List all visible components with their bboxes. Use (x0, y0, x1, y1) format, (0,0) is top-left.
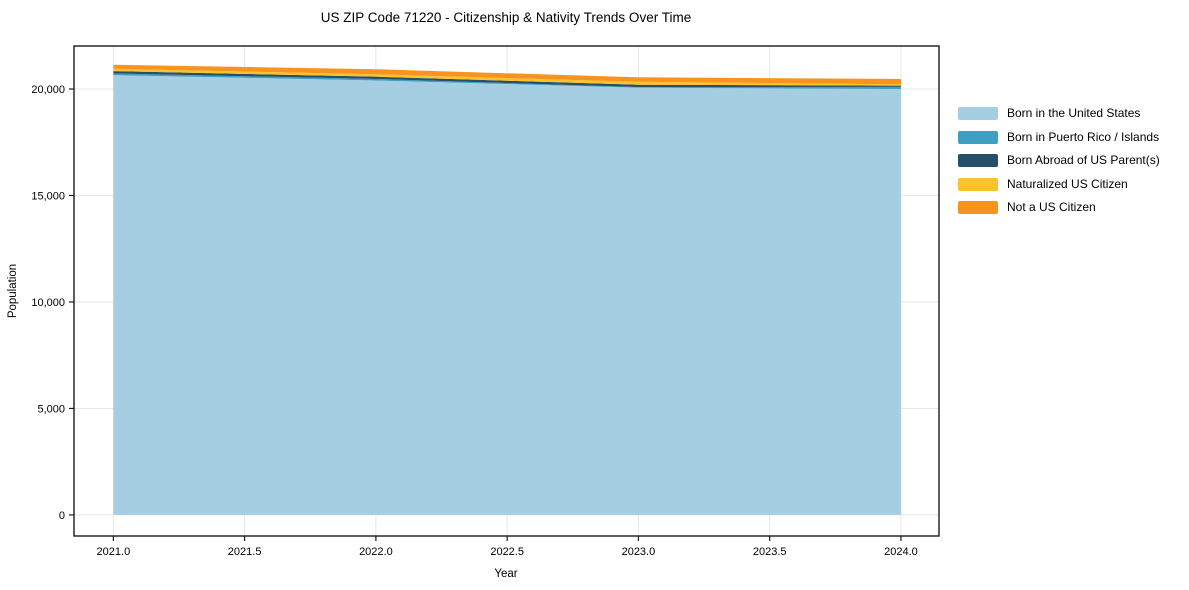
legend-label: Naturalized US Citizen (1007, 176, 1128, 191)
x-tick-label: 2024.0 (884, 546, 918, 558)
legend-label: Born in Puerto Rico / Islands (1007, 129, 1160, 144)
x-tick-label: 2022.5 (490, 546, 524, 558)
legend-label: Born in the United States (1007, 106, 1141, 120)
legend-label: Not a US Citizen (1007, 200, 1096, 214)
legend-label: Born Abroad of US Parent(s) (1007, 153, 1160, 167)
area-naturalized-us-citizen (113, 68, 901, 86)
legend-swatch-born-us (958, 107, 998, 120)
legend-item-naturalized: Naturalized US Citizen (958, 176, 1160, 191)
area-born-in-the-united-states (113, 75, 901, 515)
legend-swatch-born-pr (958, 130, 998, 144)
legend-swatch-not-citizen (958, 201, 998, 214)
x-tick-label: 2023.5 (753, 546, 787, 558)
y-tick-label: 20,000 (31, 84, 65, 96)
legend-item-born-us: Born in the United States (958, 107, 1160, 120)
y-tick-label: 0 (59, 510, 65, 522)
x-tick-label: 2021.5 (228, 546, 262, 558)
x-tick-label: 2023.0 (622, 546, 656, 558)
y-tick-label: 10,000 (31, 297, 65, 309)
legend: Born in the United States Born in Puerto… (958, 107, 1160, 214)
legend-item-born-pr: Born in Puerto Rico / Islands (958, 129, 1160, 144)
y-axis-label: Population (7, 264, 19, 318)
legend-swatch-naturalized (958, 177, 998, 191)
axes: 2021.0 2021.5 2022.0 2022.5 2023.0 2023.5 2024… (31, 45, 940, 558)
x-tick-label: 2021.0 (97, 546, 131, 558)
area-not-a-us-citizen (113, 64, 901, 85)
y-tick-label: 15,000 (31, 190, 65, 202)
x-tick-label: 2022.0 (359, 546, 393, 558)
area-born-abroad-of-us-parent-s- (113, 71, 901, 88)
stacked-areas (113, 64, 901, 515)
plot-border (73, 45, 940, 537)
x-axis-label: Year (494, 568, 517, 580)
y-tick-label: 5,000 (37, 403, 65, 415)
chart-title: US ZIP Code 71220 - Citizenship & Nativi… (321, 10, 691, 25)
legend-item-not-citizen: Not a US Citizen (958, 201, 1160, 214)
legend-item-born-abroad: Born Abroad of US Parent(s) (958, 154, 1160, 167)
legend-swatch-born-abroad (958, 154, 998, 167)
area-born-in-puerto-rico-islands (113, 73, 901, 90)
